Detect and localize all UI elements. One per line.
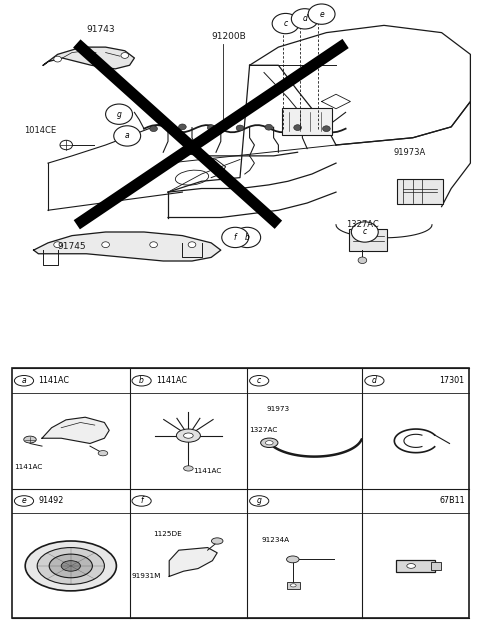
- Text: 17301: 17301: [440, 376, 465, 385]
- Text: 1327AC: 1327AC: [346, 220, 378, 229]
- Text: 91743: 91743: [86, 24, 115, 34]
- Text: e: e: [319, 9, 324, 19]
- Circle shape: [365, 376, 384, 386]
- Polygon shape: [43, 47, 134, 69]
- Circle shape: [132, 496, 151, 506]
- Circle shape: [37, 548, 105, 584]
- Circle shape: [351, 222, 378, 242]
- Circle shape: [358, 257, 367, 264]
- FancyBboxPatch shape: [12, 368, 469, 619]
- Polygon shape: [42, 418, 109, 444]
- Text: c: c: [363, 228, 367, 236]
- Text: 91973: 91973: [266, 406, 289, 412]
- FancyBboxPatch shape: [287, 582, 300, 589]
- Circle shape: [265, 124, 273, 130]
- Circle shape: [24, 436, 36, 443]
- Circle shape: [294, 125, 301, 131]
- Circle shape: [150, 242, 157, 248]
- FancyBboxPatch shape: [282, 108, 332, 135]
- Circle shape: [291, 9, 318, 29]
- Text: 67B11: 67B11: [439, 496, 465, 506]
- Circle shape: [102, 242, 109, 248]
- Text: c: c: [257, 376, 261, 385]
- Text: c: c: [284, 19, 288, 28]
- Circle shape: [236, 125, 244, 131]
- Text: 1125DE: 1125DE: [154, 531, 182, 538]
- Circle shape: [308, 4, 335, 24]
- Text: g: g: [257, 496, 262, 506]
- Text: 91973A: 91973A: [394, 148, 426, 157]
- Text: 1014CE: 1014CE: [24, 126, 56, 135]
- Text: 91200B: 91200B: [211, 32, 246, 41]
- Circle shape: [188, 242, 196, 248]
- FancyBboxPatch shape: [397, 179, 443, 204]
- Circle shape: [250, 496, 269, 506]
- Text: d: d: [372, 376, 377, 385]
- Circle shape: [250, 376, 269, 386]
- Text: 91234A: 91234A: [262, 537, 290, 542]
- FancyBboxPatch shape: [349, 229, 387, 251]
- Text: a: a: [125, 131, 130, 141]
- Circle shape: [183, 433, 193, 438]
- FancyBboxPatch shape: [396, 559, 435, 572]
- Text: f: f: [234, 233, 237, 242]
- Circle shape: [261, 438, 278, 448]
- Circle shape: [265, 441, 273, 445]
- Polygon shape: [34, 232, 221, 261]
- Text: f: f: [140, 496, 143, 506]
- Circle shape: [177, 429, 201, 442]
- Text: b: b: [139, 376, 144, 385]
- Circle shape: [54, 56, 61, 62]
- Polygon shape: [169, 548, 217, 576]
- Circle shape: [272, 13, 299, 34]
- Circle shape: [114, 126, 141, 146]
- Text: d: d: [302, 14, 307, 23]
- Text: a: a: [22, 376, 26, 385]
- Text: 91492: 91492: [38, 496, 64, 506]
- Text: b: b: [245, 233, 250, 242]
- Circle shape: [14, 376, 34, 386]
- Circle shape: [179, 124, 186, 130]
- Text: 91745: 91745: [58, 242, 86, 251]
- Text: g: g: [117, 110, 121, 119]
- Circle shape: [14, 496, 34, 506]
- FancyBboxPatch shape: [431, 562, 441, 569]
- Text: 1141AC: 1141AC: [38, 376, 70, 385]
- Text: 1141AC: 1141AC: [14, 464, 43, 470]
- Circle shape: [287, 556, 299, 562]
- Text: e: e: [22, 496, 26, 506]
- Circle shape: [25, 541, 117, 591]
- Text: 1141AC: 1141AC: [193, 468, 222, 474]
- Circle shape: [407, 564, 416, 568]
- Circle shape: [54, 242, 61, 248]
- Circle shape: [222, 228, 249, 248]
- Text: 91931M: 91931M: [132, 574, 161, 579]
- Circle shape: [212, 538, 223, 544]
- Circle shape: [121, 52, 129, 58]
- Circle shape: [98, 451, 108, 456]
- Text: 1141AC: 1141AC: [156, 376, 187, 385]
- Circle shape: [132, 376, 151, 386]
- Circle shape: [207, 125, 215, 131]
- Circle shape: [183, 466, 193, 471]
- Circle shape: [61, 561, 81, 571]
- Circle shape: [290, 584, 296, 587]
- Circle shape: [60, 140, 72, 150]
- Circle shape: [150, 126, 157, 132]
- Circle shape: [106, 104, 132, 124]
- Circle shape: [49, 554, 92, 578]
- Circle shape: [234, 228, 261, 248]
- Text: 1327AC: 1327AC: [250, 428, 278, 433]
- Circle shape: [323, 126, 330, 132]
